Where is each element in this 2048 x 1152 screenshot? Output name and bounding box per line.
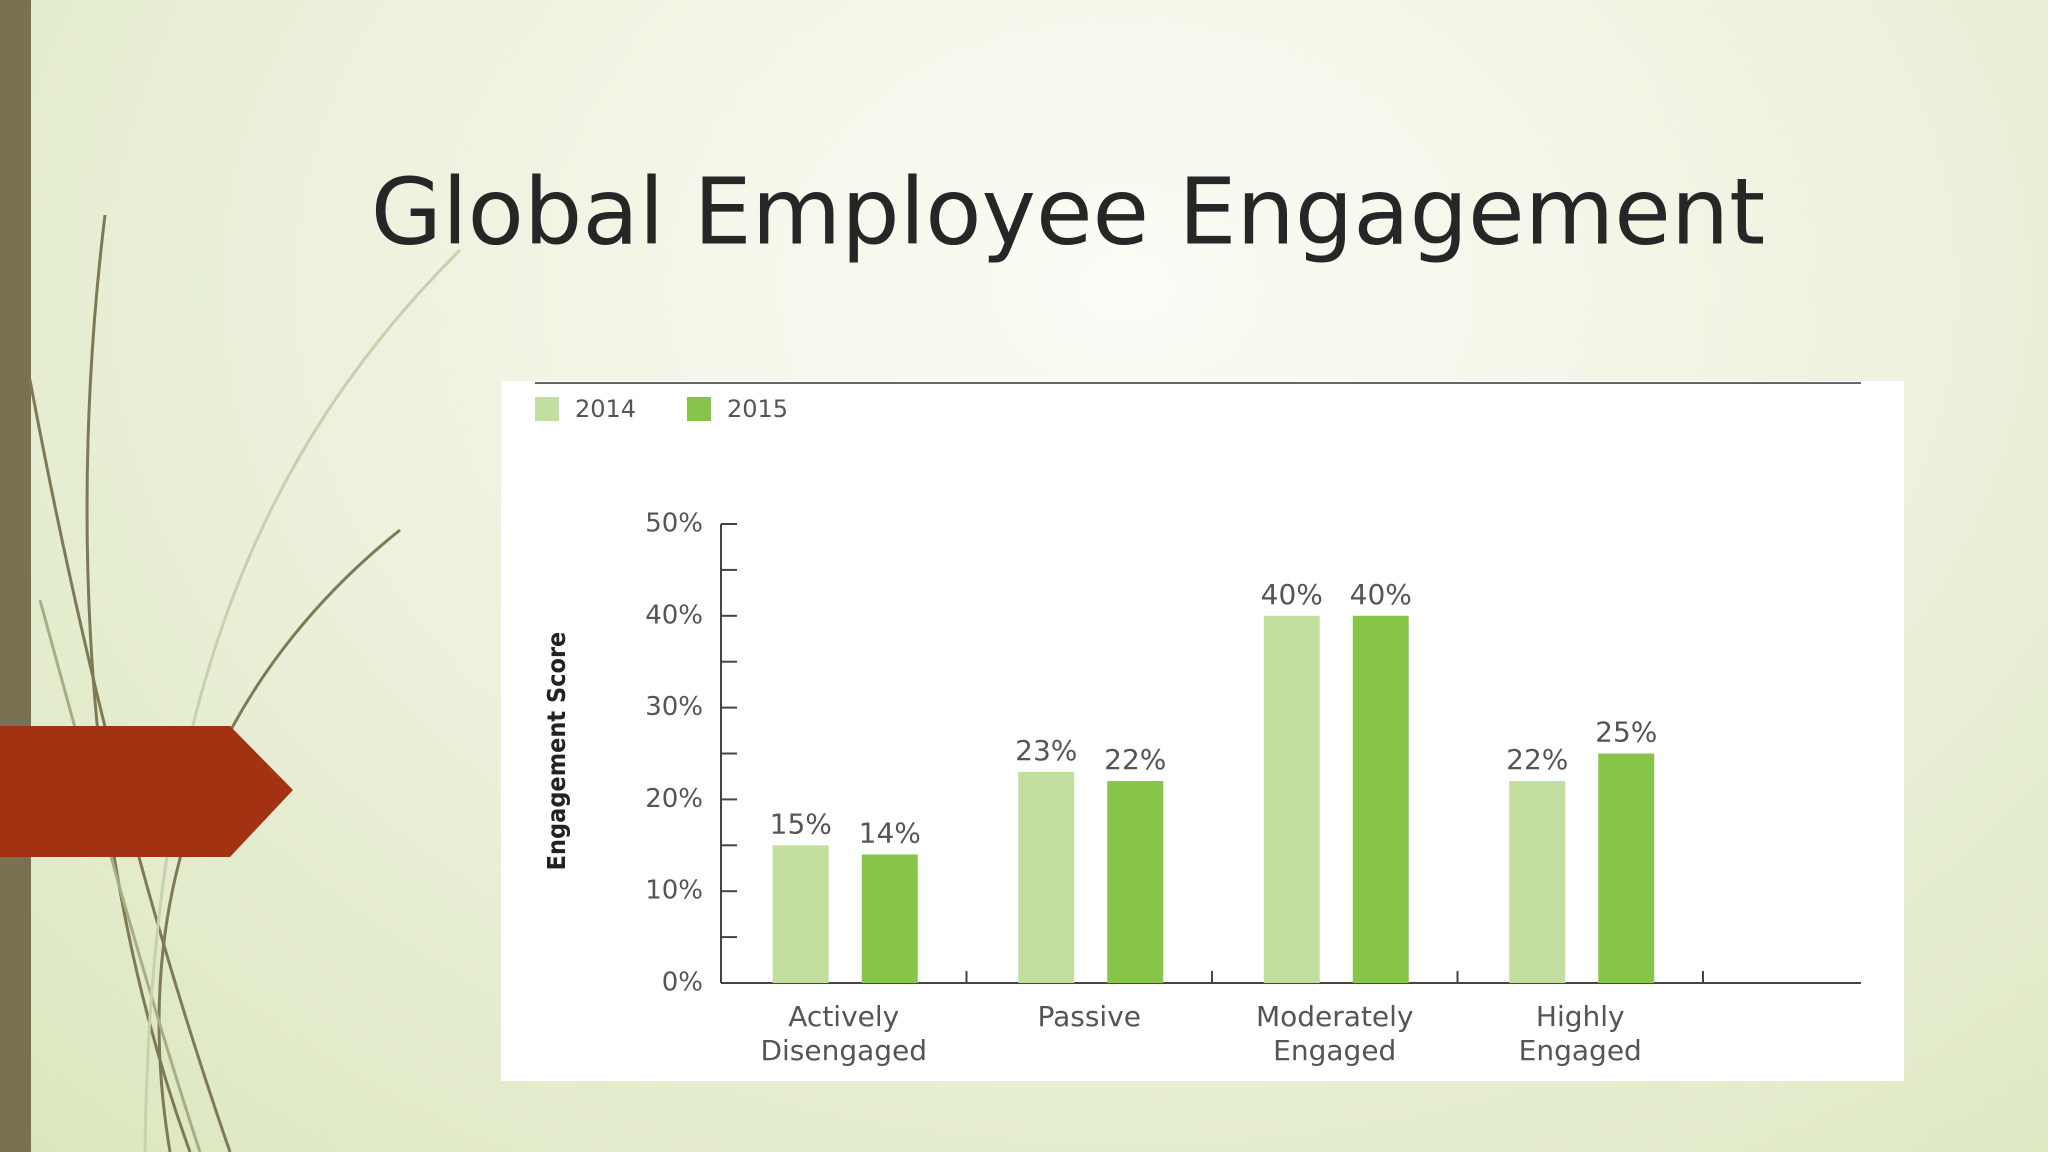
y-tick-label: 30% — [645, 692, 703, 722]
data-label: 22% — [1506, 743, 1568, 776]
legend-swatch — [687, 397, 711, 421]
side-bar — [0, 0, 31, 1152]
bar — [1107, 781, 1164, 983]
y-tick-label: 50% — [645, 509, 703, 539]
data-label: 14% — [859, 816, 921, 849]
x-tick-label: Actively Disengaged — [760, 1000, 928, 1067]
bar — [1509, 781, 1566, 983]
x-tick-label: Highly Engaged — [1518, 1000, 1642, 1067]
data-label: 15% — [770, 807, 832, 840]
legend-label: 2014 — [575, 395, 636, 423]
red-arrow — [0, 726, 293, 857]
data-label: 40% — [1261, 578, 1323, 611]
y-axis-label: Engagement Score — [542, 632, 571, 871]
y-tick-label: 20% — [645, 784, 703, 814]
bar — [772, 845, 829, 983]
decor-curves — [28, 214, 462, 1152]
bar — [1352, 615, 1409, 983]
chart-title: Global Employee Engagement — [371, 158, 1765, 265]
legend-label: 2015 — [727, 395, 788, 423]
data-label: 22% — [1104, 743, 1166, 776]
y-tick-label: 10% — [645, 876, 703, 906]
chart-panel — [501, 381, 1904, 1081]
y-tick-label: 40% — [645, 600, 703, 630]
x-tick-label: Moderately Engaged — [1255, 1000, 1414, 1067]
bar — [1263, 615, 1320, 983]
data-label: 40% — [1350, 578, 1412, 611]
bar — [1598, 753, 1655, 983]
x-tick-label: Passive — [1037, 1000, 1142, 1033]
bar — [1018, 771, 1075, 983]
bar — [861, 854, 918, 983]
data-label: 25% — [1595, 716, 1657, 749]
legend-swatch — [535, 397, 559, 421]
y-tick-label: 0% — [662, 968, 703, 998]
data-label: 23% — [1015, 734, 1077, 767]
